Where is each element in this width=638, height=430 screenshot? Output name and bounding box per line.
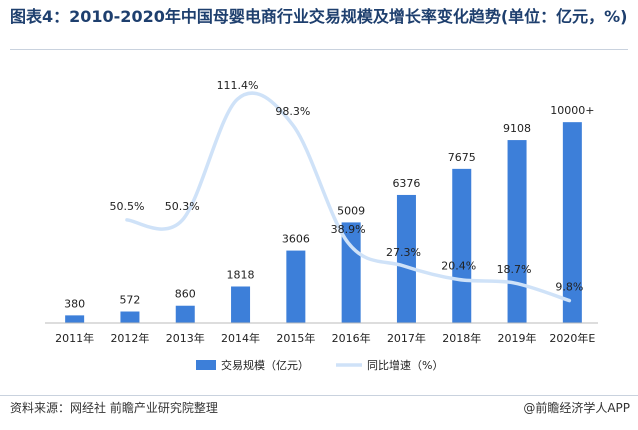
bar-2011年 xyxy=(65,315,85,323)
line-layer xyxy=(125,91,572,303)
x-tick-labels: 2011年 2012年 2013年 2014年 2015年 2016年 2017年 2018年… xyxy=(55,331,595,345)
legend-bar-swatch xyxy=(196,360,216,370)
growth-rate-line xyxy=(125,91,572,303)
bar-2013年 xyxy=(175,305,195,323)
bar-value-label: 10000+ xyxy=(550,104,594,117)
bar-value-label: 1818 xyxy=(227,268,255,281)
legend-bar-label: 交易规模（亿元） xyxy=(221,358,309,372)
footer-divider xyxy=(0,395,638,396)
x-tick-label: 2019年 xyxy=(498,331,537,345)
bar-value-label: 572 xyxy=(119,294,140,307)
bar-value-label: 860 xyxy=(175,288,196,301)
bar-value-label: 5009 xyxy=(337,204,365,217)
bar-2018年 xyxy=(452,168,472,323)
bar-2019年 xyxy=(507,140,527,323)
x-tick-label: 2013年 xyxy=(166,331,205,345)
x-tick-label: 2014年 xyxy=(221,331,260,345)
bar-value-label: 380 xyxy=(64,297,85,310)
brand-credit: @前瞻经济学人APP xyxy=(523,401,630,415)
labels-layer: 380 572 860 1818 3606 5009 6376 7675 9108 10000+ 5… xyxy=(64,79,594,310)
bar-2020年E xyxy=(562,122,582,324)
bar-2012年 xyxy=(120,311,140,323)
source-note: 资料来源：网经社 前瞻产业研究院整理 xyxy=(10,401,218,415)
bar-value-label: 6376 xyxy=(392,177,420,190)
growth-value-label: 50.3% xyxy=(165,200,200,213)
bar-2015年 xyxy=(286,250,306,323)
bar-value-label: 3606 xyxy=(282,233,310,246)
growth-value-label: 9.8% xyxy=(555,281,583,294)
growth-value-label: 27.3% xyxy=(386,246,421,259)
legend-line-label: 同比增速（%） xyxy=(367,358,443,372)
x-tick-label: 2015年 xyxy=(276,331,315,345)
growth-value-label: 18.7% xyxy=(497,263,532,276)
bars-layer xyxy=(65,122,582,324)
chart-area: 380 572 860 1818 3606 5009 6376 7675 9108 10000+ 5… xyxy=(45,79,598,372)
x-tick-label: 2016年 xyxy=(332,331,371,345)
growth-value-label: 98.3% xyxy=(275,105,310,118)
bar-2014年 xyxy=(231,286,251,323)
x-tick-label: 2020年E xyxy=(549,331,595,345)
growth-value-label: 111.4% xyxy=(217,79,259,92)
x-tick-label: 2018年 xyxy=(442,331,481,345)
x-tick-label: 2017年 xyxy=(387,331,426,345)
growth-value-label: 20.4% xyxy=(441,260,476,273)
bar-2016年 xyxy=(341,222,361,323)
bar-value-label: 7675 xyxy=(448,151,476,164)
x-tick-label: 2011年 xyxy=(55,331,94,345)
title-divider xyxy=(10,49,628,50)
bar-2017年 xyxy=(396,194,416,323)
legend: 交易规模（亿元） 同比增速（%） xyxy=(196,358,443,372)
growth-value-label: 38.9% xyxy=(331,223,366,236)
growth-value-label: 50.5% xyxy=(109,200,144,213)
bar-value-label: 9108 xyxy=(503,122,531,135)
chart-title: 图表4：2010-2020年中国母婴电商行业交易规模及增长率变化趋势(单位：亿元… xyxy=(10,7,628,26)
x-tick-label: 2012年 xyxy=(110,331,149,345)
